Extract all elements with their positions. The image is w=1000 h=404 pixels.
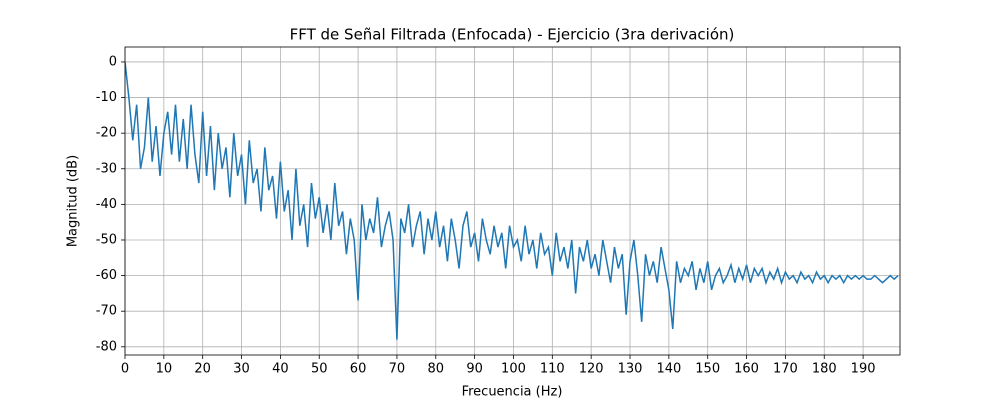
- chart-title: FFT de Señal Filtrada (Enfocada) - Ejerc…: [290, 26, 735, 44]
- x-axis-label: Frecuencia (Hz): [462, 385, 563, 400]
- x-tick-label: 40: [272, 362, 289, 377]
- x-tick-label: 50: [311, 362, 328, 377]
- x-tick-label: 160: [734, 362, 759, 377]
- x-tick-label: 90: [466, 362, 483, 377]
- x-tick-label: 150: [695, 362, 720, 377]
- y-axis-label: Magnitud (dB): [66, 155, 81, 247]
- y-tick-label: -50: [96, 232, 117, 247]
- x-tick-label: 110: [540, 362, 565, 377]
- y-tick-label: -30: [96, 161, 117, 176]
- x-tick-label: 170: [773, 362, 798, 377]
- x-tick-label: 0: [121, 362, 129, 377]
- x-tick-label: 140: [656, 362, 681, 377]
- line: [125, 61, 899, 340]
- x-tick-label: 190: [851, 362, 876, 377]
- x-tick-label: 10: [156, 362, 173, 377]
- x-tick-label: 30: [233, 362, 250, 377]
- y-tick-label: -70: [96, 304, 117, 319]
- x-tick-label: 180: [812, 362, 837, 377]
- x-tick-label: 100: [501, 362, 526, 377]
- x-tick-label: 60: [350, 362, 367, 377]
- x-tick-label: 130: [618, 362, 643, 377]
- y-tick-label: 0: [109, 54, 117, 69]
- x-tick-label: 80: [428, 362, 445, 377]
- y-tick-label: -60: [96, 268, 117, 283]
- y-tick-label: -80: [96, 339, 117, 354]
- x-tick-label: 20: [194, 362, 211, 377]
- y-tick-label: -10: [96, 90, 117, 105]
- plot-frame: [124, 46, 901, 356]
- x-tick-label: 120: [579, 362, 604, 377]
- y-tick-label: -20: [96, 126, 117, 141]
- y-tick-label: -40: [96, 197, 117, 212]
- x-tick-label: 70: [389, 362, 406, 377]
